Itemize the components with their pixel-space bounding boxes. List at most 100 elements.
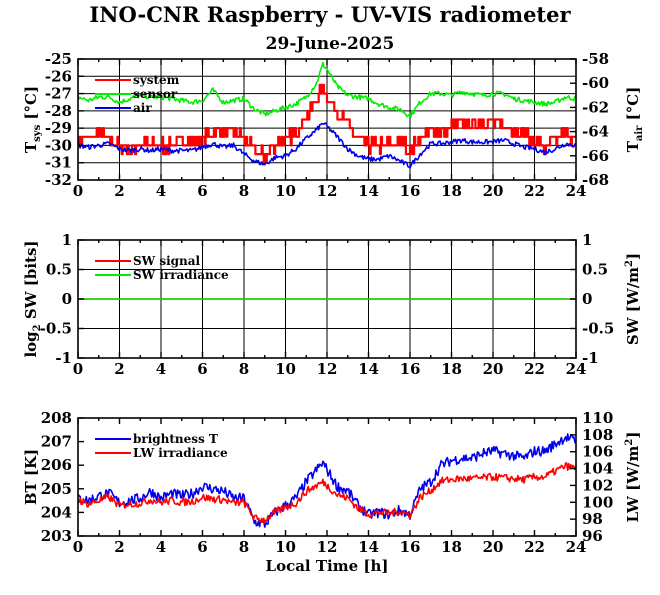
- x-tick-label: 18: [441, 182, 462, 200]
- y-right-tick-label: 0: [582, 290, 592, 308]
- y-tick-label: -32: [45, 171, 72, 189]
- legend-label: LW irradiance: [133, 446, 228, 460]
- y-tick-label: 204: [41, 503, 72, 521]
- y-tick-label: -0.5: [40, 320, 72, 338]
- y-tick-label: 206: [41, 456, 72, 474]
- y-axis-label-right: SW [W/m2]: [624, 253, 642, 345]
- y-tick-label: 207: [41, 433, 72, 451]
- panel-2: 0 2 4 6 8 10 12 14 16 18 20 22 2410.50-0.5-110.50-0.…: [22, 231, 642, 378]
- x-tick-label: 10: [275, 538, 296, 556]
- y-axis-label-right: Tair [°C]: [624, 87, 645, 153]
- x-tick-label: 10: [275, 182, 296, 200]
- y-right-tick-label: 108: [582, 426, 613, 444]
- y-tick-label: 203: [41, 527, 72, 545]
- y-tick-label: 1: [62, 231, 72, 249]
- x-tick-label: 6: [197, 538, 207, 556]
- y-right-tick-label: 106: [582, 443, 613, 461]
- legend-label: SW signal: [133, 254, 201, 268]
- y-right-tick-label: 1: [582, 231, 592, 249]
- chart-subtitle: 29-June-2025: [266, 34, 395, 54]
- x-tick-label: 6: [197, 360, 207, 378]
- y-right-tick-label: -58: [582, 50, 609, 68]
- x-tick-label: 18: [441, 538, 462, 556]
- x-tick-label: 0: [73, 182, 83, 200]
- x-tick-label: 16: [400, 538, 421, 556]
- y-tick-label: -26: [45, 67, 72, 85]
- x-tick-label: 12: [317, 360, 338, 378]
- y-right-tick-label: -1: [582, 349, 599, 367]
- x-axis-label: Local Time [h]: [266, 557, 389, 575]
- legend-label: air: [133, 101, 152, 115]
- x-tick-label: 12: [317, 182, 338, 200]
- y-right-tick-label: -62: [582, 98, 609, 116]
- y-tick-label: 208: [41, 409, 72, 427]
- series-line-air: [77, 122, 577, 169]
- y-tick-label: -25: [45, 50, 72, 68]
- x-tick-label: 16: [400, 182, 421, 200]
- legend-label: sensor: [133, 87, 178, 101]
- legend-label: system: [133, 73, 180, 87]
- x-tick-label: 2: [114, 360, 124, 378]
- y-tick-label: 205: [41, 480, 72, 498]
- x-tick-label: 22: [524, 538, 545, 556]
- x-tick-label: 4: [156, 360, 166, 378]
- y-axis-label-left: log2 SW [bits]: [22, 240, 43, 357]
- x-tick-label: 20: [483, 538, 504, 556]
- y-right-tick-label: 110: [582, 409, 613, 427]
- y-tick-label: -27: [45, 85, 72, 103]
- y-right-tick-label: 100: [582, 493, 613, 511]
- x-tick-label: 8: [239, 182, 249, 200]
- x-tick-label: 22: [524, 360, 545, 378]
- legend-label: SW irradiance: [133, 268, 229, 282]
- x-tick-label: 24: [566, 182, 587, 200]
- legend-label: brightness T: [133, 432, 218, 446]
- y-right-tick-label: -0.5: [582, 320, 614, 338]
- y-tick-label: -29: [45, 119, 72, 137]
- y-tick-label: 0.5: [46, 261, 72, 279]
- panel-1: 0 2 4 6 8 10 12 14 16 18 20 22 24-25-26-27-28-29-30-…: [22, 50, 645, 200]
- x-tick-label: 16: [400, 360, 421, 378]
- x-tick-label: 24: [566, 360, 587, 378]
- x-tick-label: 24: [566, 538, 587, 556]
- x-tick-label: 10: [275, 360, 296, 378]
- y-tick-label: -30: [45, 136, 72, 154]
- y-right-tick-label: 104: [582, 460, 613, 478]
- y-axis-label-right: LW [W/m2]: [624, 432, 642, 523]
- y-right-tick-label: 96: [582, 527, 603, 545]
- x-tick-label: 14: [358, 182, 379, 200]
- series-line-lw-irradiance: [77, 462, 577, 524]
- x-tick-label: 6: [197, 182, 207, 200]
- x-tick-label: 18: [441, 360, 462, 378]
- x-tick-label: 8: [239, 360, 249, 378]
- y-tick-label: -31: [45, 154, 72, 172]
- y-right-tick-label: -68: [582, 171, 609, 189]
- y-axis-label-left: BT [K]: [22, 449, 40, 505]
- x-tick-label: 0: [73, 360, 83, 378]
- y-tick-label: -28: [45, 102, 72, 120]
- x-tick-label: 8: [239, 538, 249, 556]
- x-tick-label: 2: [114, 538, 124, 556]
- series-line-sensor: [77, 61, 577, 118]
- x-tick-label: 12: [317, 538, 338, 556]
- y-right-tick-label: -60: [582, 74, 609, 92]
- y-right-tick-label: 0.5: [582, 261, 608, 279]
- y-right-tick-label: 98: [582, 510, 603, 528]
- x-tick-label: 22: [524, 182, 545, 200]
- x-tick-label: 14: [358, 360, 379, 378]
- panel-3: 0 2 4 6 8 10 12 14 16 18 20 22 242082072062052042031…: [22, 409, 642, 575]
- y-right-tick-label: -64: [582, 123, 609, 141]
- series-line-system: [77, 83, 577, 164]
- x-tick-label: 2: [114, 182, 124, 200]
- x-tick-label: 14: [358, 538, 379, 556]
- chart-title: INO-CNR Raspberry - UV-VIS radiometer: [89, 2, 571, 27]
- x-tick-label: 0: [73, 538, 83, 556]
- series-line-brightness-t: [77, 433, 577, 528]
- x-tick-label: 4: [156, 182, 166, 200]
- y-axis-label-left: Tsys [°C]: [22, 86, 43, 153]
- y-tick-label: -1: [55, 349, 72, 367]
- y-right-tick-label: -66: [582, 147, 609, 165]
- y-right-tick-label: 102: [582, 476, 613, 494]
- x-tick-label: 20: [483, 360, 504, 378]
- x-tick-label: 20: [483, 182, 504, 200]
